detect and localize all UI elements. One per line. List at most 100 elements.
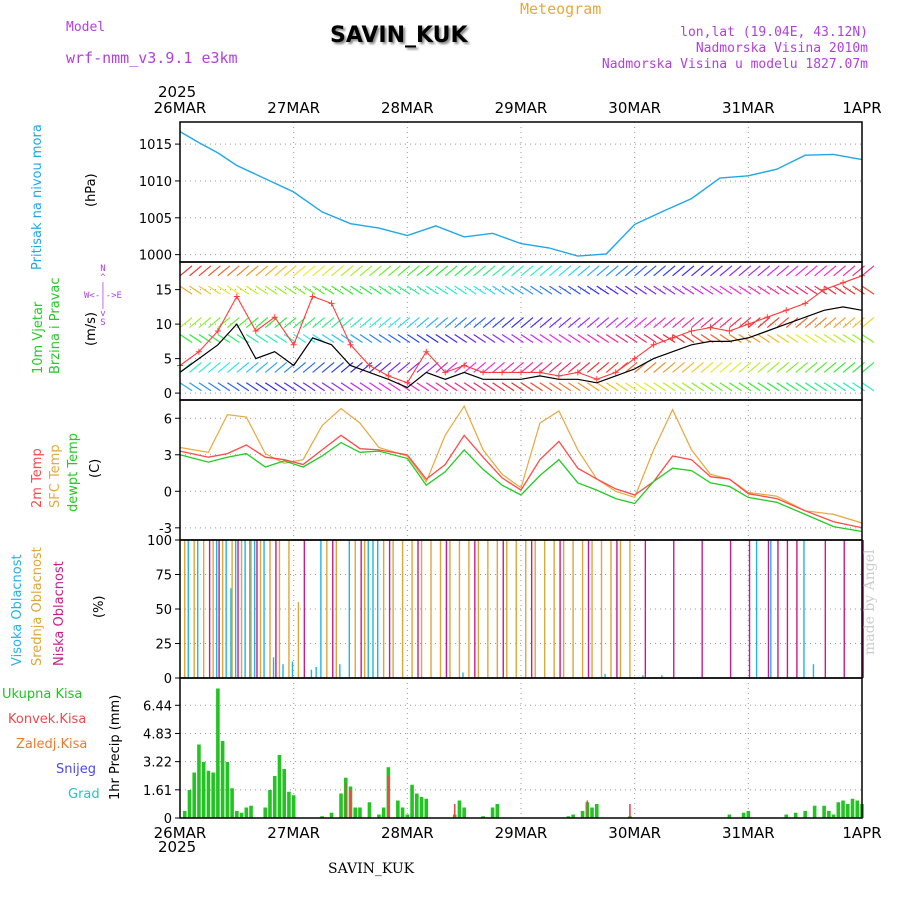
wind-barb [596,333,610,343]
wind-gust-marker [555,372,562,379]
wind-barb [189,382,202,392]
wind-barb [179,382,193,392]
wind-gust-marker [821,286,828,293]
wind-barb [501,361,515,373]
wind-gust-marker [783,307,790,314]
wind-barb [785,265,799,277]
wind-barb [520,317,534,329]
wind-barb [520,382,534,392]
wind-barb [567,265,581,277]
wind-barb [463,333,477,343]
wind-barb [530,333,543,343]
wind-gust-marker [385,372,392,379]
wind-barb [804,333,818,343]
wind-barb [179,333,193,343]
wind-barb [653,265,666,277]
wind-barb [624,265,638,277]
wind-barb [700,317,714,329]
wind-barb [539,265,553,277]
wind-barb [425,361,439,373]
wind-barb [463,265,477,277]
wind-barb [473,285,486,295]
wind-gust-marker [271,314,278,321]
wind-barb [293,382,306,392]
wind-barb [634,382,647,392]
total-precip-bar [590,807,594,818]
conv-precip-bar [349,790,352,818]
date-tick-top: 1APR [842,99,881,117]
wind-barb [804,265,818,277]
wind-barb [435,285,449,295]
wind-barb [634,285,647,295]
panel-frames [175,121,863,819]
legend-conv-precip: Konvek.Kisa [8,712,87,727]
wind-barb [814,285,827,295]
wind-barb [369,265,382,277]
wind-barb [814,382,827,392]
wind-gust-marker [726,328,733,334]
wind-barb [568,333,581,343]
wind-barb [568,285,581,295]
wind-barb [757,382,771,392]
wind-barb [757,285,771,295]
panel-frame [179,677,863,819]
wind-barb [757,333,771,343]
wind-barb [729,333,742,343]
wind-barb [586,317,600,329]
wind-barb [245,361,259,373]
wind-barb [302,382,316,392]
total-precip-bar [462,807,466,818]
wind-barb [189,361,202,373]
wind-barb [454,317,468,329]
wind-barb [823,285,837,295]
wind-barb [823,361,837,373]
wind-barb [681,285,695,295]
wind-barb [662,361,676,373]
wind-barb [586,333,600,343]
wind-barb [312,382,325,392]
wind-barb [747,361,761,373]
wind-barb [662,265,676,277]
wind-barb [653,317,666,329]
wind-gust-marker [612,369,619,376]
wind-barb [738,285,752,295]
wind-barb [624,285,638,295]
wind-barb [719,361,733,373]
total-precip-bar [495,804,500,818]
wind-barb [340,317,354,329]
wind-barb [227,285,240,295]
wind-barb [520,361,534,373]
wind-barb [198,265,212,277]
wind-barb [814,265,828,277]
wind-barb [672,285,685,295]
wind-barb [662,317,676,329]
date-tick-top: 31MAR [722,99,775,117]
wind-barb [549,361,562,373]
wind-barb [501,285,515,295]
wind-gust-marker [442,369,449,376]
wind-barb [814,317,828,329]
wind-barb [350,285,363,295]
total-precip-bar [396,800,400,818]
wind-barb [198,361,212,373]
wind-barb [274,361,288,373]
total-precip-bar [850,798,855,818]
wind-barb [511,382,524,392]
wind-barb [340,361,354,373]
wind-barb [189,333,202,343]
wind-gust-marker [461,362,468,369]
wind-barb [236,382,250,392]
total-precip-bar [249,805,253,818]
wind-barb [331,333,344,343]
wind-barb [378,333,392,343]
wind-barb [539,317,553,329]
wind-barb [302,285,316,295]
wind-barb [558,333,572,343]
wind-barb [369,317,382,329]
wind-barb [217,265,231,277]
wind-barb [558,265,572,277]
wind-barb [615,333,629,343]
wind-barb [492,361,505,373]
wind-barb [189,317,202,329]
wind-barb [605,285,619,295]
